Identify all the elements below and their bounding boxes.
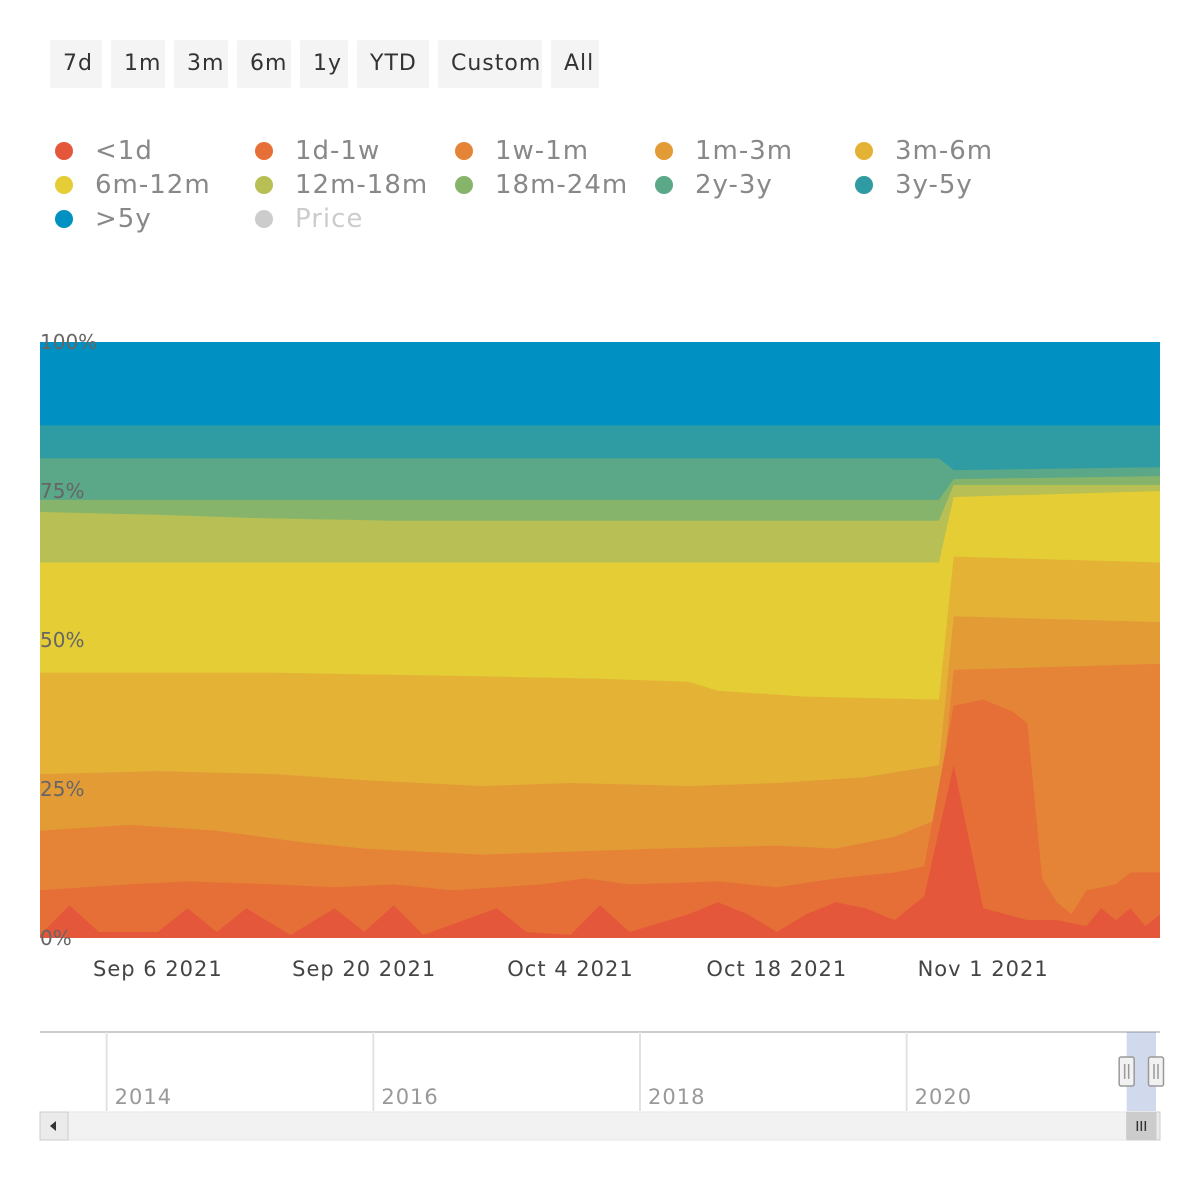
range-button-all[interactable]: All (551, 40, 599, 88)
legend-label: 3y-5y (895, 170, 973, 200)
range-button-6m[interactable]: 6m (237, 40, 291, 88)
navigator-year-label: 2018 (648, 1085, 705, 1109)
scrollbar-thumb[interactable] (1126, 1111, 1157, 1141)
range-selector: 7d 1m 3m 6m 1y YTD Custom All (50, 40, 599, 88)
range-button-1m[interactable]: 1m (111, 40, 165, 88)
navigator-right-handle[interactable] (1147, 1056, 1165, 1087)
legend-label: Price (295, 204, 364, 234)
y-tick-label: 50% (40, 628, 84, 652)
navigator-left-handle[interactable] (1118, 1056, 1135, 1087)
legend-marker-icon (55, 176, 73, 194)
y-tick-label: 25% (40, 777, 84, 801)
plot-area (40, 342, 1160, 938)
chevron-left-icon (50, 1121, 56, 1131)
navigator-year-label: 2020 (915, 1085, 972, 1109)
legend-marker-icon (255, 210, 273, 228)
x-tick-label: Sep 6 2021 (93, 957, 223, 981)
range-button-1y[interactable]: 1y (300, 40, 348, 88)
legend-label: 12m-18m (295, 170, 429, 200)
legend-marker-icon (655, 176, 673, 194)
range-button-7d[interactable]: 7d (50, 40, 102, 88)
navigator-year-label: 2014 (115, 1085, 172, 1109)
legend-marker-icon (255, 142, 273, 160)
navigator-year-label: 2016 (381, 1085, 438, 1109)
x-tick-label: Sep 20 2021 (292, 957, 436, 981)
range-button-custom[interactable]: Custom (438, 40, 542, 88)
area-series-lt1d[interactable] (40, 765, 1160, 938)
legend-label: 2y-3y (695, 170, 773, 200)
legend-label: <1d (95, 136, 153, 166)
legend-label: 1d-1w (295, 136, 381, 166)
legend-marker-icon (255, 176, 273, 194)
legend-marker-icon (655, 142, 673, 160)
legend-marker-icon (55, 210, 73, 228)
x-tick-label: Oct 4 2021 (507, 957, 633, 981)
legend-label: 18m-24m (495, 170, 629, 200)
legend-marker-icon (855, 142, 873, 160)
x-tick-label: Nov 1 2021 (918, 957, 1049, 981)
scroll-left-button[interactable] (39, 1111, 69, 1141)
legend-marker-icon (855, 176, 873, 194)
legend-label: 6m-12m (95, 170, 211, 200)
x-tick-label: Oct 18 2021 (706, 957, 847, 981)
legend-marker-icon (455, 176, 473, 194)
y-tick-label: 100% (40, 330, 97, 354)
scrollbar[interactable] (39, 1111, 1161, 1141)
legend-label: 1m-3m (695, 136, 794, 166)
legend-marker-icon (455, 142, 473, 160)
navigator[interactable]: 2014 2016 2018 2020 (40, 1031, 1165, 1111)
y-tick-label: 0% (40, 926, 72, 950)
range-button-ytd[interactable]: YTD (357, 40, 429, 88)
legend-label: >5y (95, 204, 152, 234)
area-series-1d-1w[interactable] (40, 699, 1160, 938)
scrollbar-track[interactable] (39, 1111, 1161, 1141)
legend-label: 3m-6m (895, 136, 994, 166)
y-tick-label: 75% (40, 479, 84, 503)
legend-marker-icon (55, 142, 73, 160)
range-button-3m[interactable]: 3m (174, 40, 228, 88)
legend-label: 1w-1m (495, 136, 590, 166)
area-series-1w-1m[interactable] (40, 663, 1160, 938)
